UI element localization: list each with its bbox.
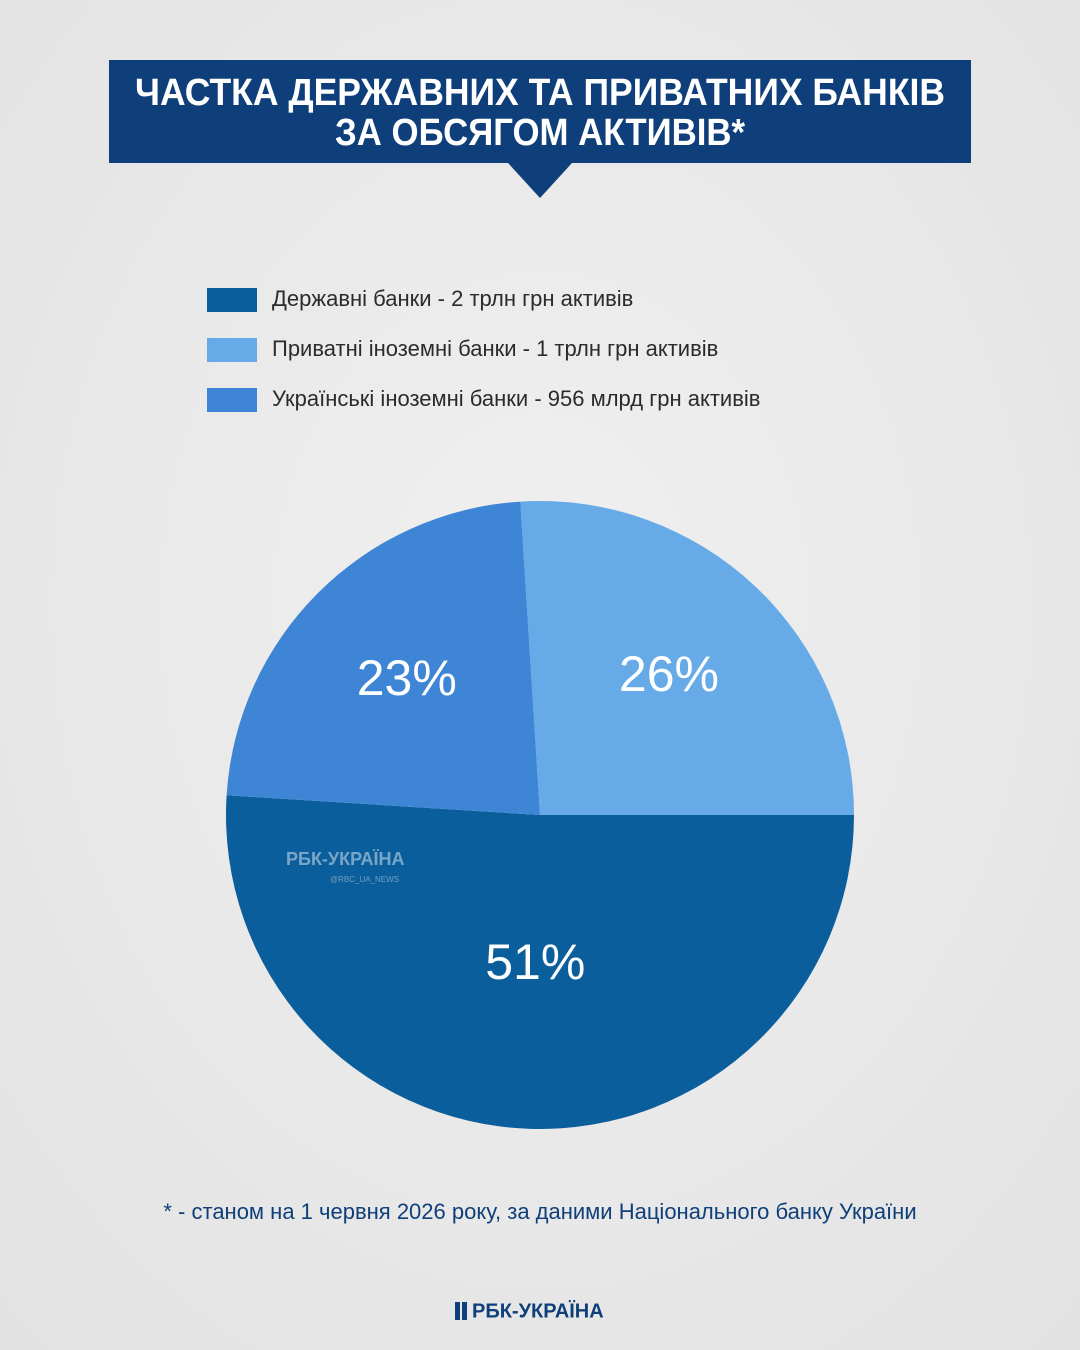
brand: РБК-УКРАЇНА <box>472 1299 604 1322</box>
legend-label: Державні банки - 2 трлн грн активів <box>272 286 633 311</box>
brand-icon <box>455 1302 460 1320</box>
watermark-handle: @RBC_UA_NEWS <box>330 875 399 884</box>
brand-icon <box>462 1302 467 1320</box>
chart-title: ЧАСТКА ДЕРЖАВНИХ ТА ПРИВАТНИХ БАНКІВ <box>135 72 945 114</box>
pie-slice <box>520 500 854 815</box>
value-label: 23% <box>357 650 457 706</box>
pie: 51% 26% 23% <box>225 500 855 1130</box>
legend: Державні банки - 2 трлн грн активів Прива… <box>207 286 760 412</box>
chart-title: ЗА ОБСЯГОМ АКТИВІВ* <box>335 112 745 154</box>
value-label: 26% <box>619 646 719 702</box>
title-banner <box>109 60 971 198</box>
legend-swatch <box>207 338 257 362</box>
watermark: РБК-УКРАЇНА <box>286 849 405 869</box>
value-label: 51% <box>485 934 585 990</box>
legend-label: Українські іноземні банки - 956 млрд грн… <box>272 386 760 411</box>
legend-swatch <box>207 388 257 412</box>
footnote: * - станом на 1 червня 2026 року, за дан… <box>163 1199 916 1224</box>
pie-slice <box>226 501 540 815</box>
legend-swatch <box>207 288 257 312</box>
legend-label: Приватні іноземні банки - 1 трлн грн акт… <box>272 336 718 361</box>
pie-slice <box>225 795 855 1130</box>
